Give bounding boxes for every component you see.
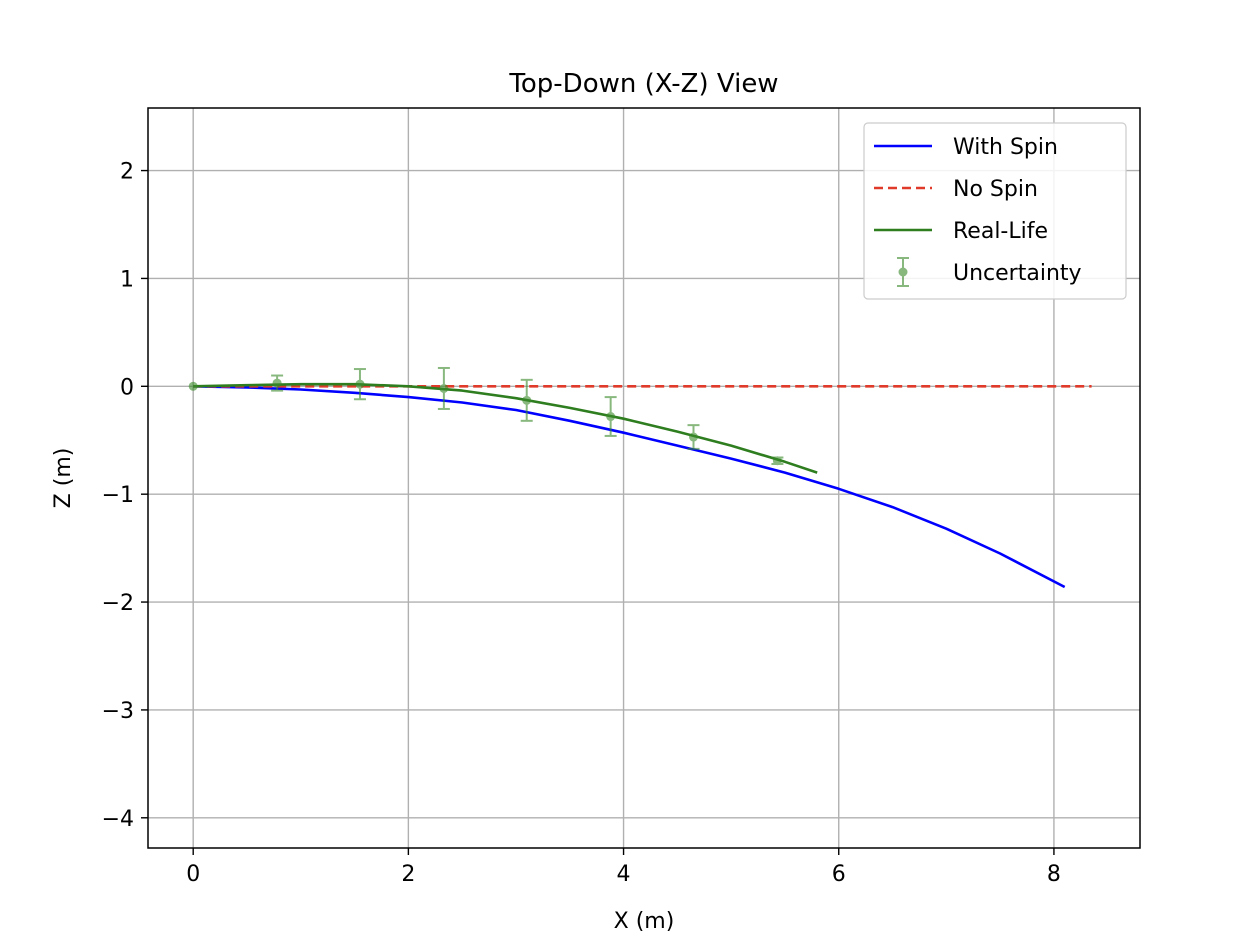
legend: With Spin No Spin Real-Life Uncertainty	[863, 122, 1127, 300]
uncertainty-point	[522, 395, 532, 405]
y-tick-label: −1	[102, 483, 134, 508]
plot-series	[188, 366, 1092, 589]
uncertainty-errorbars	[188, 366, 784, 466]
series-line-with-spin	[193, 385, 1066, 589]
y-tick-label: −3	[102, 699, 134, 724]
y-tick-label: 2	[120, 160, 134, 185]
legend-label-with-spin: With Spin	[953, 135, 1058, 160]
plot-frame	[147, 107, 1141, 849]
legend-label-no-spin: No Spin	[953, 177, 1038, 202]
y-tick-label: 1	[120, 267, 134, 292]
uncertainty-point	[439, 383, 449, 393]
legend-label-real-life: Real-Life	[953, 219, 1048, 244]
uncertainty-point	[188, 381, 198, 391]
y-tick-label: 0	[120, 375, 134, 400]
y-tick-label: −4	[102, 807, 134, 832]
chart-title: Top-Down (X-Z) View	[508, 69, 778, 99]
axis-ticks: 0 2 4 6 8 2 1 0 −1 −2 −3 −4	[102, 160, 1061, 887]
y-axis-label: Z (m)	[51, 448, 76, 509]
y-tick-label: −2	[102, 591, 134, 616]
uncertainty-point	[272, 378, 282, 388]
uncertainty-point	[606, 412, 616, 422]
x-tick-label: 8	[1047, 862, 1061, 887]
x-tick-label: 4	[617, 862, 631, 887]
series-line-real-life	[193, 382, 818, 474]
uncertainty-point	[355, 379, 365, 389]
legend-marker-uncertainty	[897, 257, 909, 287]
x-tick-label: 0	[186, 862, 200, 887]
x-tick-label: 2	[401, 862, 415, 887]
uncertainty-point	[688, 432, 698, 442]
uncertainty-point	[772, 456, 782, 466]
x-tick-label: 6	[832, 862, 846, 887]
legend-box	[863, 122, 1127, 300]
x-axis-label: X (m)	[614, 909, 675, 934]
legend-label-uncertainty: Uncertainty	[953, 261, 1082, 286]
